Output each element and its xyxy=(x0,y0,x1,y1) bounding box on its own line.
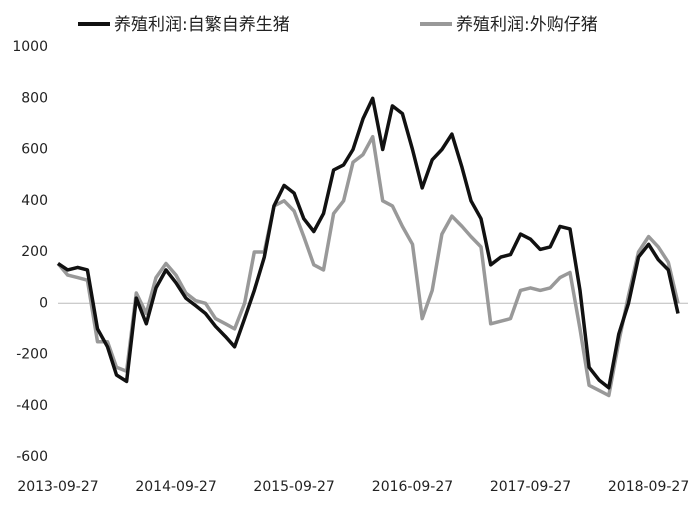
y-tick-label: 200 xyxy=(21,244,48,260)
y-tick-label: 1000 xyxy=(12,39,48,55)
x-tick-label: 2017-09-27 xyxy=(490,479,571,495)
x-tick-label: 2015-09-27 xyxy=(253,479,334,495)
y-tick-label: 800 xyxy=(21,90,48,106)
x-tick-label: 2018-09-27 xyxy=(608,479,689,495)
y-tick-label: 600 xyxy=(21,142,48,158)
x-tick-label: 2013-09-27 xyxy=(17,479,98,495)
y-tick-label: -400 xyxy=(16,398,48,414)
series-line xyxy=(57,96,680,390)
x-tick-label: 2014-09-27 xyxy=(135,479,216,495)
series-line xyxy=(56,134,680,398)
y-tick-label: -600 xyxy=(16,449,48,465)
y-tick-label: 400 xyxy=(21,193,48,209)
legend-label: 养殖利润:自繁自养生猪 xyxy=(114,15,290,35)
legend-label: 养殖利润:外购仔猪 xyxy=(456,15,598,35)
y-tick-label: 0 xyxy=(39,295,48,311)
y-tick-label: -200 xyxy=(16,347,48,363)
x-tick-label: 2016-09-27 xyxy=(372,479,453,495)
